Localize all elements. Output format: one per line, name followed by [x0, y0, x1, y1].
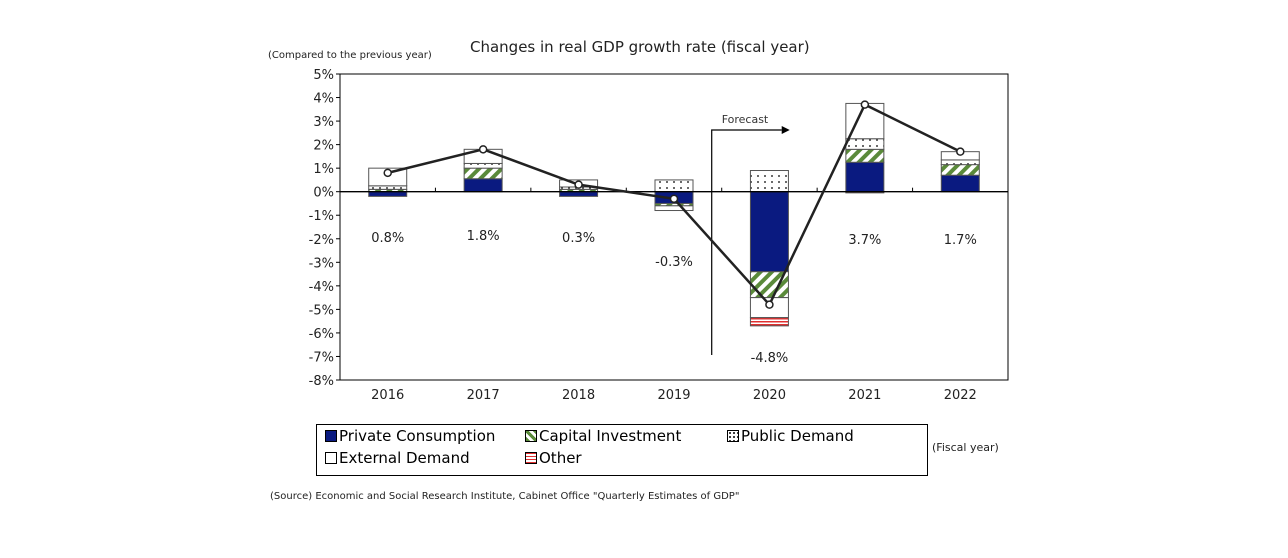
y-tick-label: 0% [313, 186, 334, 201]
total-growth-point [956, 147, 965, 156]
y-tick-label: -7% [309, 350, 334, 365]
legend-label: Other [539, 449, 582, 467]
legend-swatch [325, 430, 337, 442]
bar-segment-external-demand [654, 205, 694, 212]
y-tick-label: -3% [309, 256, 334, 271]
y-tick-label: -1% [309, 209, 334, 224]
forecast-line [711, 129, 782, 355]
y-tick-label: 5% [313, 68, 334, 83]
y-tick-label: -2% [309, 233, 334, 248]
legend-swatch [727, 430, 739, 442]
plot-frame [339, 73, 1009, 381]
legend-item: External Demand [325, 449, 470, 467]
x-tick-label: 2016 [371, 388, 404, 403]
bar-segment-capital-investment [845, 148, 885, 163]
bar-segment-capital-investment [940, 164, 980, 176]
x-axis-label: (Fiscal year) [932, 441, 999, 454]
bar-segment-private-consumption [463, 178, 503, 193]
bar-segment-private-consumption [845, 161, 885, 193]
chart-title: Changes in real GDP growth rate (fiscal … [470, 38, 810, 56]
legend: Private Consumption Capital Investment Pub… [316, 424, 928, 476]
x-tick-label: 2020 [753, 388, 786, 403]
y-tick-label: -6% [309, 327, 334, 342]
legend-swatch [325, 452, 337, 464]
total-growth-point [860, 100, 870, 109]
legend-item: Other [525, 449, 582, 467]
bar-segment-private-consumption [749, 191, 789, 273]
legend-label: Private Consumption [339, 427, 496, 445]
y-tick-label: -5% [309, 303, 334, 318]
data-label: 0.3% [562, 231, 595, 246]
data-label: 1.7% [944, 233, 977, 248]
bar-segment-public-demand [463, 162, 503, 169]
forecast-arrow-icon [781, 126, 790, 134]
data-label: 3.7% [848, 233, 881, 248]
bar-segment-public-demand [654, 179, 694, 193]
total-growth-point [765, 300, 774, 309]
data-label: -0.3% [655, 255, 693, 270]
y-tick-label: 1% [313, 162, 334, 177]
total-growth-point [478, 145, 488, 154]
y-tick-label: 4% [313, 92, 334, 107]
y-tick-label: -8% [309, 374, 334, 389]
legend-label: External Demand [339, 449, 470, 467]
chart-plot: 5% 4% 3% 2% 1% 0% -1% -2% -3% -4% -5% -6% -7% -8% 2016… [309, 68, 1009, 403]
x-tick-label: 2019 [657, 388, 690, 403]
bar-segment-capital-investment [463, 167, 503, 180]
data-label: 1.8% [467, 229, 500, 244]
legend-item: Capital Investment [525, 427, 681, 445]
legend-label: Capital Investment [539, 427, 682, 445]
data-label: -4.8% [751, 351, 789, 366]
bar-segment-public-demand [845, 138, 885, 150]
y-tick-label: -4% [309, 280, 334, 295]
legend-item: Private Consumption [325, 427, 495, 445]
legend-swatch [525, 452, 537, 464]
bar-segment-other [749, 317, 789, 327]
y-axis-label: (Compared to the previous year) [268, 50, 432, 61]
legend-label: Public Demand [741, 427, 854, 445]
legend-item: Public Demand [727, 427, 854, 445]
bar-segment-private-consumption [368, 191, 408, 197]
bar-segment-public-demand [749, 170, 789, 193]
source-note: (Source) Economic and Social Research In… [270, 491, 740, 502]
legend-swatch [525, 430, 537, 442]
bar-segment-private-consumption [940, 174, 980, 193]
total-growth-point [383, 168, 392, 178]
data-label: 0.8% [371, 231, 404, 246]
bar-segment-public-demand [368, 185, 408, 190]
y-tick-label: 2% [313, 139, 334, 154]
x-tick-label: 2022 [944, 388, 977, 403]
x-tick-label: 2017 [467, 388, 500, 403]
x-tick-label: 2021 [848, 388, 881, 403]
bar-segment-private-consumption [559, 191, 599, 197]
bar-segment-public-demand [940, 159, 980, 166]
total-growth-point [574, 180, 583, 189]
y-tick-label: 3% [313, 115, 334, 130]
forecast-label: Forecast [722, 113, 769, 126]
total-growth-point [669, 194, 679, 204]
x-tick-label: 2018 [562, 388, 595, 403]
